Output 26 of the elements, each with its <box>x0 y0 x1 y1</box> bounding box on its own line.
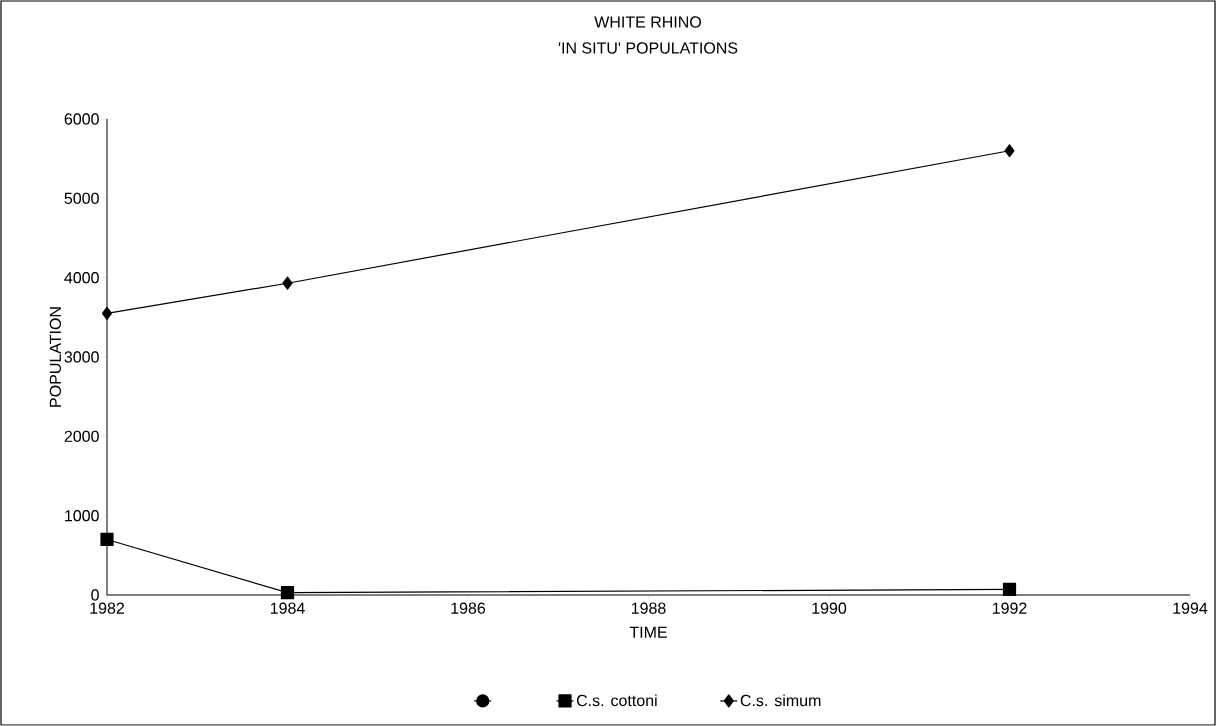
y-tick-label: 2000 <box>64 430 99 442</box>
legend-label: C.s. cottoni <box>576 694 657 707</box>
point <box>100 532 114 547</box>
y-tick-label: 0 <box>91 589 99 601</box>
y-tick-label: 1000 <box>65 510 99 522</box>
x-tick-label: 1982 <box>90 602 124 614</box>
point <box>1002 582 1017 597</box>
legend-label: C.s. simum <box>740 694 821 707</box>
y-tick-label: 5000 <box>64 192 99 204</box>
x-tick-label: 1994 <box>1173 602 1208 614</box>
x-tick-label: 1992 <box>992 602 1027 614</box>
x-tick-label: 1990 <box>812 602 847 614</box>
point <box>280 586 295 600</box>
x-tick-label: 1986 <box>451 602 486 614</box>
y-tick-label: 4000 <box>64 272 99 284</box>
point <box>282 276 293 290</box>
point <box>101 306 113 320</box>
y-tick-label: 6000 <box>64 113 99 125</box>
chart-title: WHITE RHINO <box>594 16 701 28</box>
point <box>1004 144 1015 158</box>
x-tick-label: 1984 <box>270 602 305 614</box>
y-axis-title: POPULATION <box>49 307 62 407</box>
x-tick-label: 1988 <box>631 602 666 614</box>
x-axis-title: TIME <box>629 626 667 638</box>
chart-subtitle: 'IN SITU' POPULATIONS <box>558 42 738 54</box>
y-tick-label: 3000 <box>64 351 99 363</box>
